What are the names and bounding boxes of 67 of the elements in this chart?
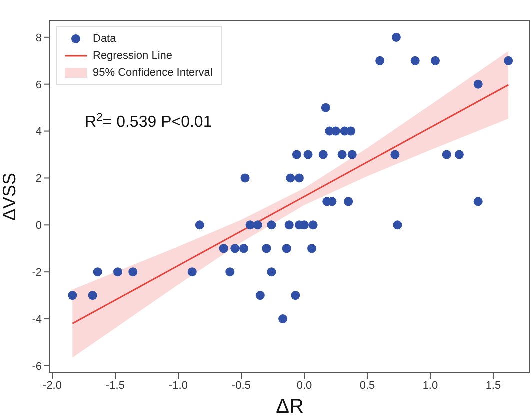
y-axis-title: ΔVSS [0, 172, 20, 222]
point [318, 150, 328, 160]
x-tick-label: 0.0 [296, 380, 312, 392]
point [392, 32, 401, 42]
point [504, 56, 514, 66]
point [240, 174, 250, 183]
y-tick-label: 0 [36, 220, 42, 232]
x-tick-label: -1.0 [169, 380, 188, 392]
legend-label: Data [93, 32, 116, 44]
point [253, 220, 262, 230]
y-tick-label: -6 [32, 360, 42, 373]
point [286, 174, 296, 183]
x-axis-title: ΔR [276, 396, 304, 416]
point [393, 220, 402, 230]
point [431, 56, 440, 66]
point [291, 291, 300, 300]
x-tick-label: 1.5 [486, 380, 502, 392]
point [114, 268, 123, 277]
point [284, 220, 294, 230]
point [338, 150, 347, 160]
point [308, 220, 318, 230]
point [376, 56, 385, 66]
point [294, 174, 304, 183]
y-tick-label: -2 [32, 267, 42, 279]
point [304, 150, 313, 160]
x-tick-label: 0.5 [360, 380, 376, 392]
y-tick-label: 6 [36, 79, 42, 92]
point [128, 268, 138, 277]
legend-label: Regression Line [93, 50, 172, 62]
point [454, 150, 464, 160]
point [348, 150, 357, 160]
x-tick-label: -1.5 [106, 380, 125, 392]
point [442, 150, 452, 160]
point [308, 244, 317, 254]
point [474, 197, 483, 206]
point [344, 197, 354, 206]
x-tick-label: 1.0 [422, 380, 438, 392]
y-tick-label: -4 [32, 314, 42, 326]
x-tick-label: -0.5 [232, 380, 251, 392]
annotation: R$^{2}$= 0.539 P<0.01 [85, 112, 212, 131]
point [292, 150, 302, 160]
point [278, 314, 288, 324]
point [390, 150, 400, 160]
point [262, 244, 272, 254]
y-tick-label: 4 [36, 126, 42, 138]
point [88, 291, 98, 300]
point [256, 291, 265, 300]
line-series [72, 84, 510, 324]
point [230, 244, 240, 254]
point [68, 291, 78, 300]
y-tick-label: 2 [36, 173, 42, 186]
x-tick-label: -2.0 [43, 380, 62, 392]
point [410, 56, 420, 66]
point [93, 268, 102, 277]
annotation: 95% Confidence Interval [93, 66, 213, 78]
point [267, 220, 276, 230]
point [219, 244, 228, 254]
point [188, 268, 197, 277]
y-tick-label: 8 [36, 32, 42, 44]
point [267, 268, 276, 277]
point [240, 244, 249, 254]
point [321, 103, 330, 112]
point [246, 220, 255, 230]
point [474, 80, 483, 89]
point [226, 268, 235, 277]
point [195, 220, 204, 230]
point [282, 244, 292, 254]
